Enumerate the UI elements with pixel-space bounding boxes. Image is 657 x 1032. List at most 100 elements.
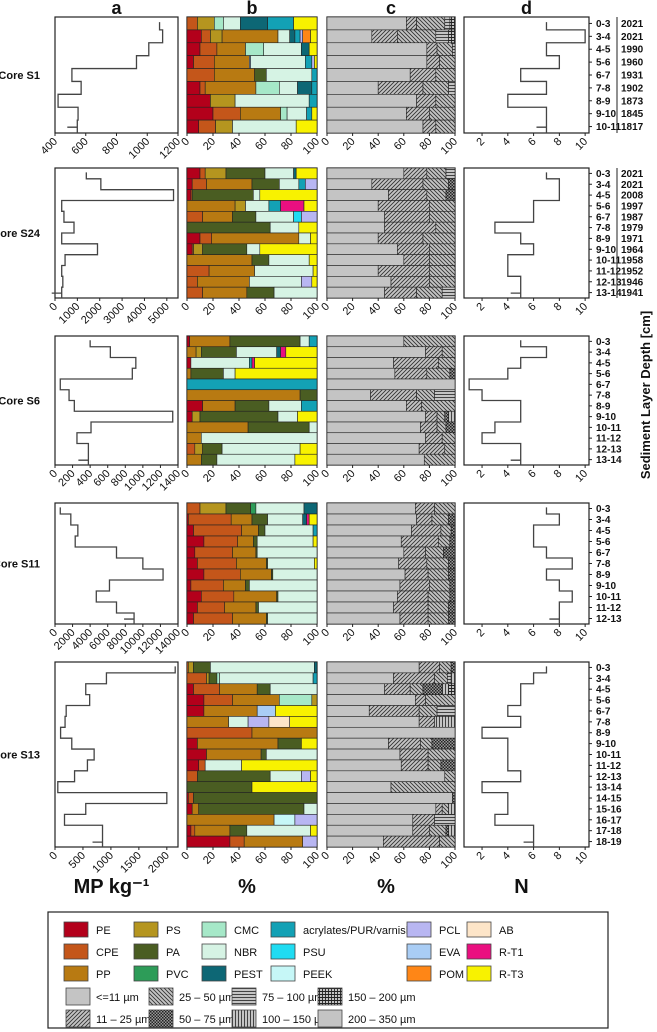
depth-label: 4-5 <box>596 191 611 202</box>
polymer-bar-segment <box>203 535 238 548</box>
polymer-bar-segment <box>308 254 318 266</box>
panel-d-frame <box>463 167 590 299</box>
size-bar-segment <box>326 759 402 772</box>
polymer-bar-segment <box>308 421 318 434</box>
polymer-bar-segment <box>186 335 190 348</box>
polymer-bar-segment <box>294 29 301 44</box>
legend-label: PVC <box>166 969 189 981</box>
polymer-bar-segment <box>255 211 294 223</box>
polymer-bar-segment <box>247 421 310 434</box>
polymer-bar-segment <box>304 55 313 69</box>
legend-label: CMC <box>234 925 259 937</box>
tick-label: 0 <box>47 850 60 863</box>
size-bar-segment <box>326 421 421 434</box>
size-bar-segment <box>420 737 433 750</box>
tick-label: 60 <box>392 627 409 644</box>
depth-label: 6-7 <box>596 548 611 559</box>
polymer-bar-segment <box>289 716 318 728</box>
polymer-bar-segment <box>234 367 318 380</box>
polymer-bar-segment <box>240 106 281 121</box>
depth-label: 0-3 <box>596 169 611 180</box>
tick-label: 800 <box>100 136 121 157</box>
size-bar-segment <box>326 378 456 391</box>
size-bar-segment <box>448 824 456 837</box>
size-bar-segment <box>427 568 449 581</box>
tick-label: 0 <box>319 468 332 481</box>
polymer-bar-segment <box>232 546 257 559</box>
size-bar-segment <box>441 346 456 358</box>
tick-label: 10 <box>573 468 590 485</box>
tick-label: 20 <box>201 627 218 644</box>
polymer-bar-segment <box>186 705 205 717</box>
depth-label: 0-3 <box>596 504 611 515</box>
polymer-bar-segment <box>236 346 277 358</box>
size-bar-segment <box>397 29 437 44</box>
year-label: 1931 <box>621 71 644 82</box>
legend-label: acrylates/PUR/varnish <box>303 925 412 937</box>
polymer-bar-segment <box>314 557 318 570</box>
size-bar-segment <box>326 770 446 783</box>
depth-label: 11-12 <box>596 761 621 772</box>
size-bar-segment <box>326 94 417 108</box>
depth-label: 5-6 <box>596 369 611 380</box>
size-bar-segment <box>435 119 456 134</box>
tick-label: 600 <box>69 136 90 157</box>
depth-label: 10-11 <box>596 592 621 603</box>
size-bar-segment <box>404 568 429 581</box>
polymer-bar-segment <box>186 814 275 826</box>
size-bar-segment <box>448 557 456 570</box>
polymer-bar-segment <box>191 178 207 190</box>
polymer-bar-segment <box>199 410 279 423</box>
size-bar-segment <box>431 513 449 526</box>
depth-label: 8-9 <box>596 234 611 245</box>
polymer-bar-segment <box>214 55 250 69</box>
legend-label: CPE <box>96 947 119 959</box>
size-bar-segment <box>450 524 456 537</box>
size-bar-segment <box>409 68 437 82</box>
core-label: Core S11 <box>0 559 40 571</box>
polymer-bar-segment <box>193 524 242 537</box>
tick-label: 2 <box>474 301 487 314</box>
tick-label: 40 <box>366 850 383 867</box>
legend-swatch <box>466 943 492 960</box>
size-bar-segment <box>326 612 401 625</box>
polymer-bar-segment <box>277 737 302 750</box>
tick-label: 3000 <box>101 301 127 327</box>
polymer-bar-segment <box>223 16 241 31</box>
size-bar-segment <box>326 178 373 190</box>
size-bar-segment <box>429 579 451 592</box>
polymer-bar-segment <box>276 346 281 358</box>
polymer-bar-segment <box>289 29 296 44</box>
legend-swatch <box>270 943 296 960</box>
polymer-bar-segment <box>186 421 249 434</box>
polymer-bar-segment <box>208 672 218 685</box>
tick-label: 0 <box>319 136 332 149</box>
polymer-bar-segment <box>194 443 203 455</box>
polymer-bar-segment <box>204 81 257 95</box>
size-bar-segment <box>326 579 401 592</box>
polymer-bar-segment <box>203 694 233 706</box>
polymer-bar-segment <box>198 759 206 772</box>
tick-label: 60 <box>392 468 409 485</box>
size-bar-segment <box>384 683 411 695</box>
tick-label: 80 <box>417 301 434 318</box>
depth-label: 4-5 <box>596 526 611 537</box>
tick-label: 2 <box>474 850 487 863</box>
legend: PE CPE PP PS PA PVC CMC NBR PEST acrylates/PUR/va… <box>47 911 609 1029</box>
size-bar-segment <box>326 590 398 603</box>
polymer-bar-segment <box>186 432 202 444</box>
tick-label: 1000 <box>57 301 83 327</box>
polymer-bar-segment <box>186 748 207 761</box>
size-bar-segment <box>326 748 401 761</box>
polymer-bar-segment <box>299 443 318 455</box>
polymer-bar-segment <box>198 119 216 134</box>
size-bar-segment <box>436 410 446 423</box>
polymer-bar-segment <box>186 276 198 288</box>
year-label: 1971 <box>621 234 644 245</box>
tick-label: 40 <box>227 627 244 644</box>
tick-label: 4 <box>500 136 513 149</box>
legend-size-swatch <box>231 987 257 1006</box>
legend-size-swatch <box>65 1009 91 1028</box>
size-bar-segment <box>447 672 452 685</box>
